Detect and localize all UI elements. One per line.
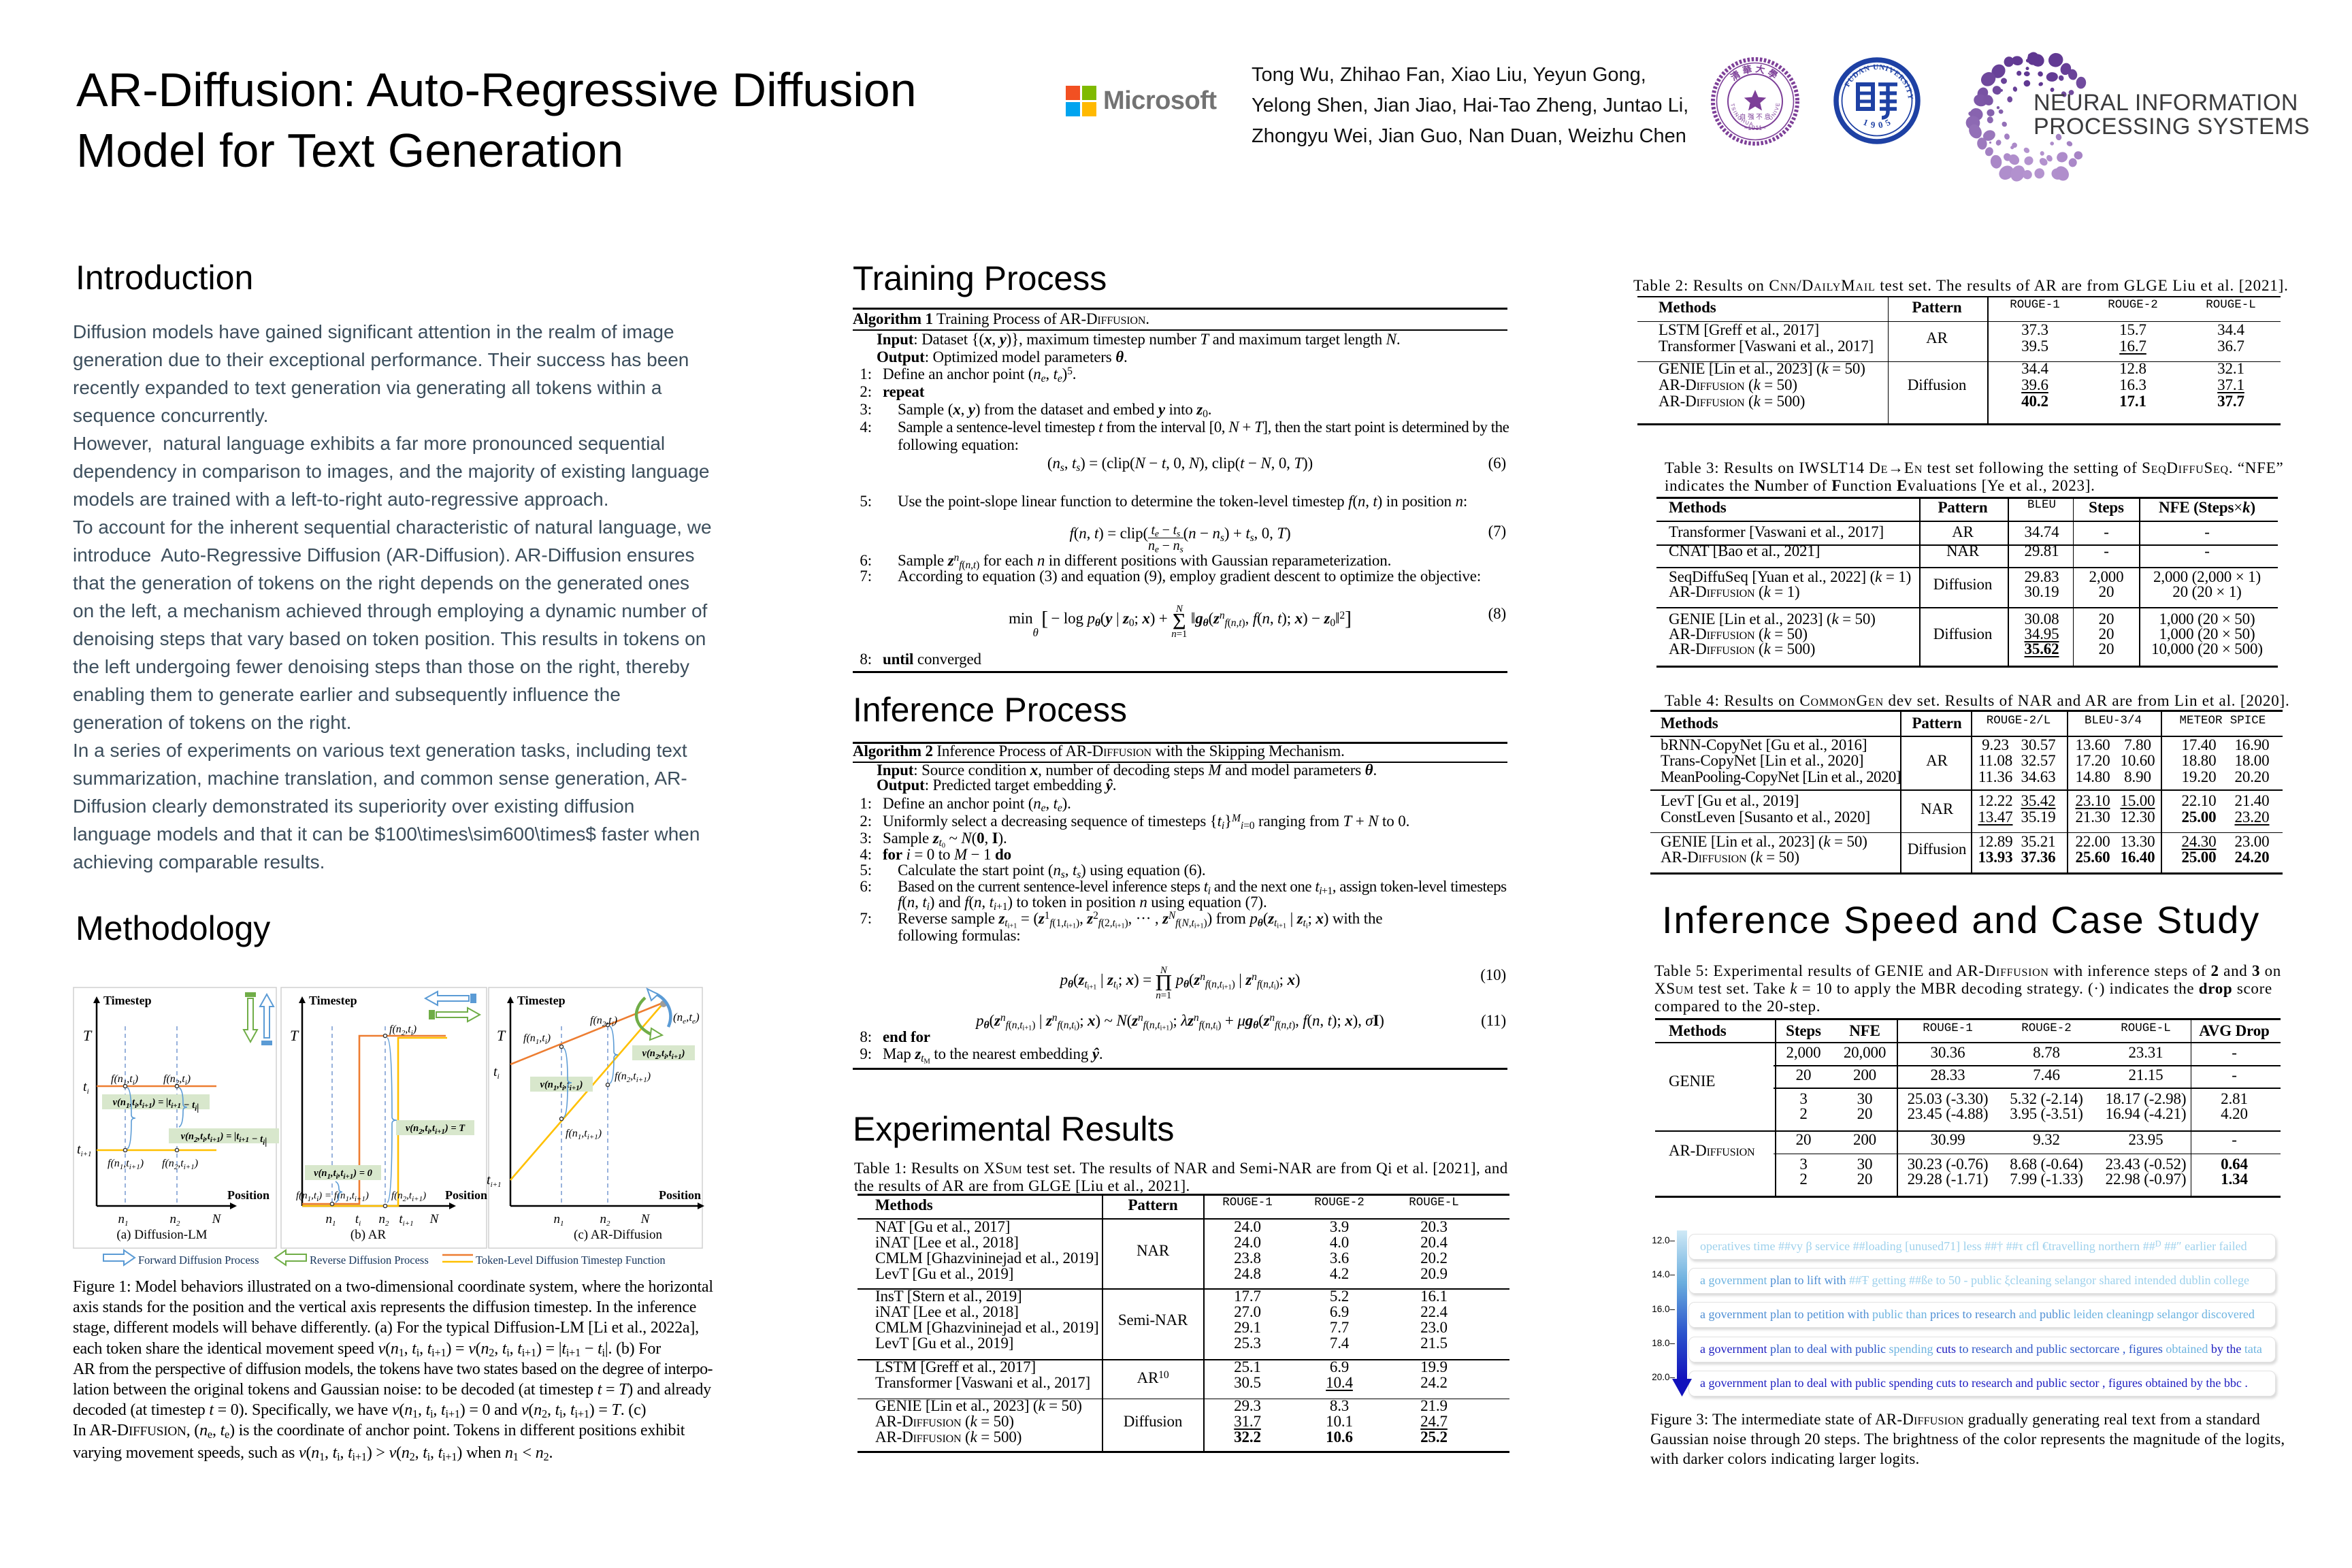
- svg-text:f(n2,ti+1): f(n2,ti+1): [162, 1158, 198, 1171]
- svg-text:Forward Diffusion Process: Forward Diffusion Process: [138, 1254, 259, 1267]
- svg-text:Timestep: Timestep: [309, 994, 357, 1007]
- svg-text:(ne,te): (ne,te): [673, 1011, 700, 1026]
- svg-text:v(n2,ti,ti+1) = |ti+1 − ti|: v(n2,ti,ti+1) = |ti+1 − ti|: [181, 1131, 267, 1147]
- svg-text:f(n1,ti): f(n1,ti): [523, 1032, 551, 1046]
- svg-text:Timestep: Timestep: [517, 994, 566, 1007]
- svg-text:f(n1,ti) = f(n1,ti+1): f(n1,ti) = f(n1,ti+1): [296, 1190, 369, 1203]
- svg-text:n2: n2: [600, 1212, 611, 1228]
- svg-text:f(n2,ti+1): f(n2,ti+1): [615, 1071, 651, 1084]
- svg-text:n1: n1: [554, 1212, 564, 1228]
- svg-text:ti+1: ti+1: [399, 1212, 413, 1228]
- svg-text:Timestep: Timestep: [103, 994, 152, 1007]
- svg-text:(a) Diffusion-LM: (a) Diffusion-LM: [116, 1228, 207, 1242]
- svg-text:ti: ti: [83, 1079, 89, 1096]
- svg-text:Position: Position: [227, 1188, 270, 1202]
- svg-text:~1911~: ~1911~: [1744, 125, 1767, 131]
- svg-text:n1: n1: [326, 1212, 336, 1228]
- svg-text:Reverse Diffusion Process: Reverse Diffusion Process: [310, 1254, 429, 1267]
- svg-text:f(n2,ti): f(n2,ti): [389, 1024, 416, 1037]
- svg-text:f(n1,ti+1): f(n1,ti+1): [566, 1128, 602, 1141]
- svg-text:N: N: [429, 1212, 440, 1226]
- svg-text:n2: n2: [170, 1212, 181, 1228]
- svg-text:Token-Level Diffusion Timestep: Token-Level Diffusion Timestep Function: [476, 1254, 666, 1267]
- svg-text:Position: Position: [659, 1188, 701, 1202]
- svg-text:ti+1: ti+1: [487, 1173, 502, 1189]
- svg-text:T: T: [83, 1027, 93, 1044]
- svg-text:f(n2,ti): f(n2,ti): [590, 1015, 617, 1028]
- svg-text:自 强 不 息: 自 强 不 息: [1740, 113, 1771, 121]
- svg-text:T: T: [497, 1027, 506, 1044]
- svg-text:f(n1,ti): f(n1,ti): [111, 1073, 138, 1087]
- svg-text:1905: 1905: [1862, 115, 1896, 130]
- svg-text:f(n2,ti+1): f(n2,ti+1): [391, 1190, 426, 1203]
- svg-text:n1: n1: [118, 1212, 129, 1228]
- svg-text:(b) AR: (b) AR: [350, 1228, 387, 1242]
- svg-text:T: T: [290, 1027, 299, 1044]
- svg-text:Position: Position: [445, 1188, 487, 1202]
- svg-text:清華大學: 清華大學: [1729, 63, 1782, 82]
- svg-text:ti+1: ti+1: [77, 1142, 92, 1158]
- svg-text:ti: ti: [493, 1064, 500, 1081]
- svg-text:n2: n2: [379, 1212, 390, 1228]
- svg-text:(c) AR-Diffusion: (c) AR-Diffusion: [574, 1228, 662, 1242]
- svg-text:N: N: [212, 1212, 222, 1226]
- svg-text:N: N: [640, 1212, 651, 1226]
- svg-text:ti: ti: [355, 1212, 361, 1228]
- svg-text:f(n2,ti): f(n2,ti): [163, 1073, 191, 1087]
